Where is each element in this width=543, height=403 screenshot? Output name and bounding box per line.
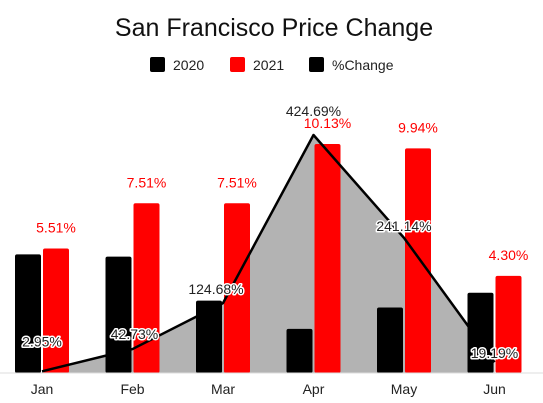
labels-layer: 5.51% 7.51% 7.51% 10.13% 9.94% 4.30% 2.95% 42.7…	[21, 102, 529, 363]
label-2021-may: 9.94%	[398, 119, 438, 135]
label-change-jun: 19.19%	[471, 345, 518, 361]
legend-label-1: 2021	[253, 57, 284, 73]
legend-swatch-1	[230, 57, 245, 72]
label-2021-apr: 10.13%	[304, 115, 351, 131]
chart-title: San Francisco Price Change	[115, 14, 433, 42]
bar-2020-mar	[196, 300, 222, 373]
label-2021-jan: 5.51%	[36, 219, 76, 235]
x-tick-feb: Feb	[120, 381, 144, 397]
bar-2021-jun	[495, 275, 522, 373]
bar-2020-may	[377, 307, 403, 373]
bar-2021-jan	[43, 248, 69, 373]
legend-label-0: 2020	[173, 57, 204, 73]
x-tick-apr: Apr	[303, 381, 325, 397]
legend-swatch-0	[150, 57, 165, 72]
change-line-layer	[41, 133, 496, 373]
bar-2021-may	[405, 148, 431, 373]
legend: 2020 2021 %Change	[150, 57, 394, 73]
bars-layer	[15, 144, 522, 373]
label-change-jan: 2.95%	[22, 333, 62, 349]
change-line	[41, 133, 496, 373]
bar-2020-jan	[15, 254, 41, 373]
bar-2021-mar	[224, 203, 250, 373]
legend-label-2: %Change	[332, 57, 394, 73]
label-2021-jun: 4.30%	[489, 247, 529, 263]
label-change-feb: 42.73%	[111, 326, 158, 342]
label-change-mar: 124.68%	[188, 281, 243, 297]
legend-swatch-2	[309, 57, 324, 72]
bar-2020-apr	[286, 328, 313, 373]
x-tick-jun: Jun	[483, 381, 506, 397]
x-tick-mar: Mar	[211, 381, 235, 397]
bar-2021-apr	[314, 144, 341, 373]
x-tick-jan: Jan	[31, 381, 54, 397]
label-change-may: 241.14%	[376, 218, 431, 234]
bar-2021-feb	[133, 203, 160, 373]
label-2021-mar: 7.51%	[217, 174, 257, 190]
x-axis-ticks: Jan Feb Mar Apr May Jun	[31, 381, 506, 397]
label-change-apr: 424.69%	[286, 103, 341, 119]
x-tick-may: May	[391, 381, 417, 397]
label-2021-feb: 7.51%	[127, 174, 167, 190]
bar-2020-feb	[105, 256, 132, 373]
